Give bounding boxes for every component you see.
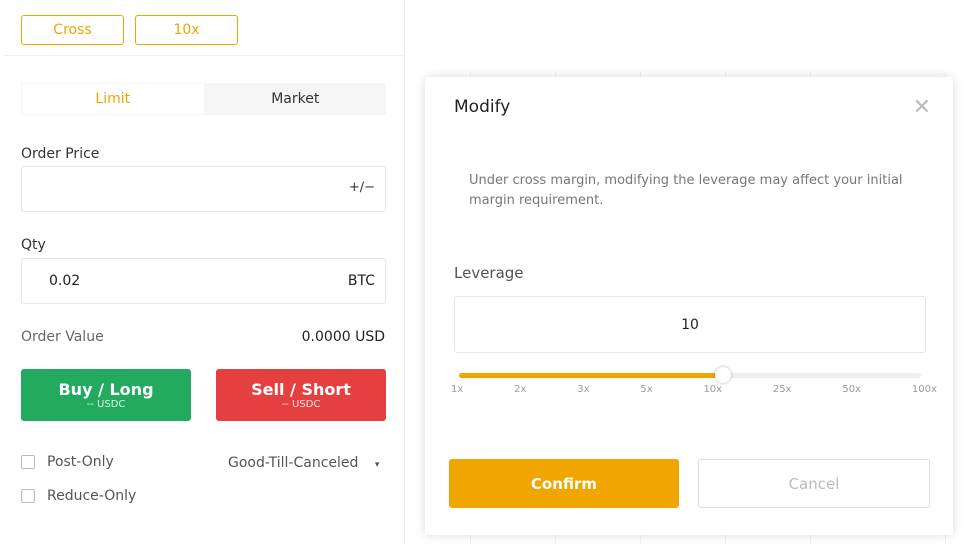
post-only-checkbox[interactable]: Post-Only: [21, 454, 114, 470]
dialog-description: Under cross margin, modifying the levera…: [469, 173, 903, 208]
qty-label: Qty: [21, 237, 46, 253]
post-only-label: Post-Only: [47, 454, 114, 470]
reduce-only-label: Reduce-Only: [47, 488, 137, 504]
confirm-button[interactable]: Confirm: [449, 459, 679, 508]
slider-tick[interactable]: 25x: [772, 384, 792, 395]
slider-tick[interactable]: 1x: [451, 384, 464, 395]
sell-sub: -- USDC: [281, 399, 321, 410]
slider-ticks: 1x 2x 3x 5x 10x 25x 50x 100x: [451, 384, 937, 395]
margin-mode-button[interactable]: Cross: [21, 15, 124, 45]
order-panel: Cross 10x Limit Market Order Price +∕− Q…: [5, 0, 405, 544]
leverage-slider[interactable]: [459, 367, 921, 383]
leverage-button[interactable]: 10x: [135, 15, 238, 45]
buy-sub: -- USDC: [86, 399, 126, 410]
order-price-input[interactable]: +∕−: [21, 166, 386, 212]
leverage-input[interactable]: 10: [454, 296, 926, 353]
slider-tick[interactable]: 100x: [911, 384, 937, 395]
order-price-label: Order Price: [21, 146, 100, 162]
order-value: 0.0000 USD: [301, 329, 385, 345]
checkbox-icon[interactable]: [21, 489, 35, 503]
slider-tick[interactable]: 5x: [640, 384, 653, 395]
buy-label: Buy / Long: [58, 380, 154, 399]
slider-tick[interactable]: 10x: [703, 384, 723, 395]
slider-tick[interactable]: 3x: [577, 384, 590, 395]
leverage-label: Leverage: [454, 264, 524, 282]
slider-thumb[interactable]: [715, 367, 731, 383]
modify-leverage-dialog: Modify ✕ Under cross margin, modifying t…: [425, 77, 953, 535]
sell-short-button[interactable]: Sell / Short -- USDC: [216, 369, 386, 421]
slider-tick[interactable]: 2x: [514, 384, 527, 395]
plus-minus-icon[interactable]: +∕−: [348, 180, 375, 195]
qty-value: 0.02: [49, 273, 81, 289]
order-value-label: Order Value: [21, 329, 104, 345]
checkbox-icon[interactable]: [21, 455, 35, 469]
close-icon[interactable]: ✕: [912, 95, 931, 120]
tab-market[interactable]: Market: [271, 91, 320, 107]
time-in-force-value: Good-Till-Canceled: [228, 455, 359, 471]
buy-long-button[interactable]: Buy / Long -- USDC: [21, 369, 191, 421]
reduce-only-checkbox[interactable]: Reduce-Only: [21, 488, 136, 504]
caret-down-icon: ▾: [374, 460, 380, 470]
qty-input[interactable]: 0.02 BTC: [21, 258, 386, 304]
sell-label: Sell / Short: [251, 380, 351, 399]
time-in-force-select[interactable]: Good-Till-Canceled ▾: [228, 455, 379, 471]
slider-fill: [459, 373, 723, 378]
cancel-button[interactable]: Cancel: [698, 459, 930, 508]
divider: [5, 55, 404, 56]
slider-tick[interactable]: 50x: [842, 384, 862, 395]
tab-limit[interactable]: Limit: [21, 83, 205, 115]
qty-unit: BTC: [347, 273, 375, 289]
dialog-title: Modify: [454, 97, 511, 117]
order-type-tabs: Limit Market: [21, 83, 386, 115]
